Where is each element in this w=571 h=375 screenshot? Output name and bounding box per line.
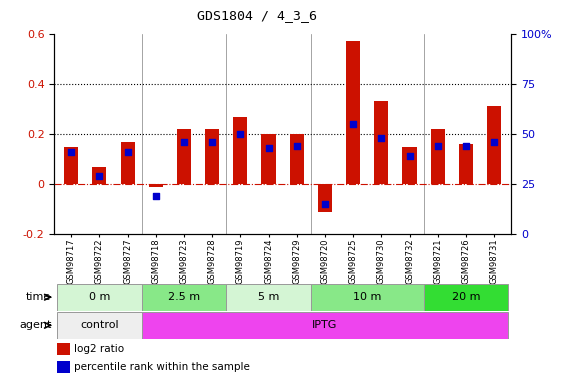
Bar — [424, 284, 508, 310]
Bar — [311, 284, 424, 310]
Point — [208, 139, 217, 145]
Bar — [346, 41, 360, 184]
Point — [433, 143, 443, 149]
Point — [236, 131, 245, 137]
Text: 0 m: 0 m — [89, 292, 110, 302]
Bar — [57, 312, 142, 339]
Text: control: control — [80, 320, 119, 330]
Point — [461, 143, 471, 149]
Bar — [57, 361, 70, 373]
Bar — [262, 134, 276, 184]
Bar — [93, 166, 106, 184]
Text: 5 m: 5 m — [258, 292, 279, 302]
Text: percentile rank within the sample: percentile rank within the sample — [74, 362, 250, 372]
Bar — [57, 343, 70, 355]
Text: 10 m: 10 m — [353, 292, 381, 302]
Bar — [142, 284, 226, 310]
Point — [151, 193, 160, 199]
Text: log2 ratio: log2 ratio — [74, 344, 124, 354]
Bar — [226, 284, 311, 310]
Point — [123, 149, 132, 155]
Bar — [459, 144, 473, 184]
Bar — [120, 142, 135, 184]
Bar — [487, 106, 501, 184]
Bar — [374, 102, 388, 184]
Bar — [205, 129, 219, 184]
Point — [67, 149, 76, 155]
Bar — [177, 129, 191, 184]
Point — [264, 145, 273, 151]
Bar — [148, 184, 163, 187]
Text: IPTG: IPTG — [312, 320, 337, 330]
Point — [95, 173, 104, 179]
Point — [489, 139, 498, 145]
Bar — [431, 129, 445, 184]
Bar — [403, 147, 417, 184]
Point — [179, 139, 188, 145]
Text: GDS1804 / 4_3_6: GDS1804 / 4_3_6 — [197, 9, 317, 22]
Bar — [142, 312, 508, 339]
Bar — [234, 117, 247, 184]
Text: time: time — [26, 292, 51, 302]
Bar — [318, 184, 332, 212]
Point — [292, 143, 301, 149]
Bar — [57, 284, 142, 310]
Text: 2.5 m: 2.5 m — [168, 292, 200, 302]
Point — [377, 135, 386, 141]
Text: agent: agent — [19, 320, 51, 330]
Point — [320, 201, 329, 207]
Bar — [289, 134, 304, 184]
Bar — [64, 147, 78, 184]
Point — [405, 153, 414, 159]
Text: 20 m: 20 m — [452, 292, 480, 302]
Point — [348, 121, 357, 127]
